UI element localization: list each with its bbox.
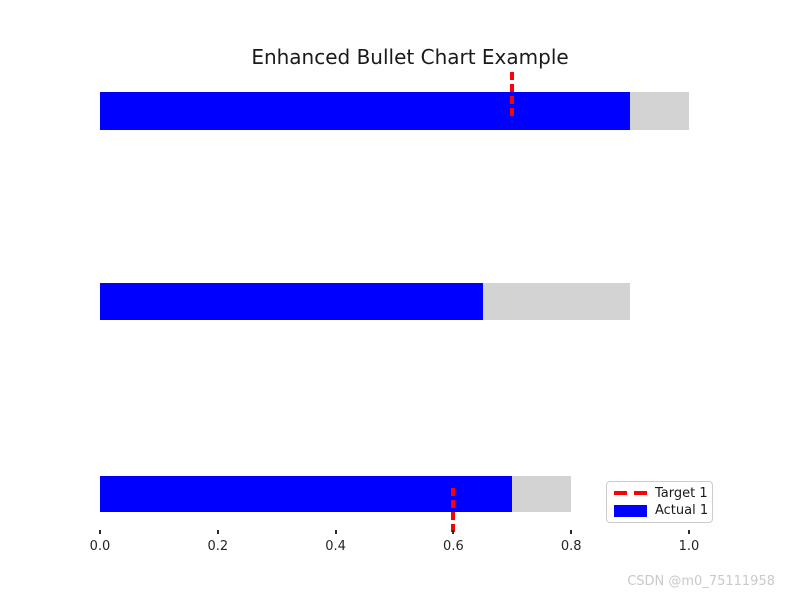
chart-title: Enhanced Bullet Chart Example bbox=[251, 45, 569, 69]
x-tick-mark bbox=[216, 530, 219, 534]
legend-entry-target: Target 1 bbox=[614, 485, 708, 502]
x-tick-mark bbox=[452, 530, 455, 534]
x-tick-mark bbox=[570, 530, 573, 534]
actual-bar-swatch bbox=[614, 504, 647, 517]
x-tick-label: 0.0 bbox=[89, 539, 111, 554]
x-tick-label: 0.8 bbox=[560, 539, 582, 554]
actual-bar bbox=[100, 476, 513, 512]
legend-entry-actual: Actual 1 bbox=[614, 502, 709, 519]
x-tick-label: 0.4 bbox=[325, 539, 346, 554]
x-tick-mark bbox=[99, 530, 101, 534]
x-tick-label: 0.2 bbox=[207, 539, 229, 554]
x-tick-label: 0.6 bbox=[443, 539, 464, 554]
watermark: CSDN @m0_75111958 bbox=[627, 574, 775, 589]
actual-bar bbox=[100, 283, 483, 320]
target-line bbox=[510, 72, 515, 118]
actual-bar bbox=[100, 92, 631, 130]
legend: Target 1 Actual 1 bbox=[606, 481, 713, 523]
x-tick-mark bbox=[334, 530, 337, 534]
legend-label-actual: Actual 1 bbox=[655, 503, 709, 519]
x-tick-mark bbox=[688, 530, 690, 534]
target-line bbox=[451, 488, 456, 535]
x-tick-label: 1.0 bbox=[678, 539, 700, 554]
target-dashed-line-sample bbox=[614, 491, 647, 496]
legend-label-target: Target 1 bbox=[655, 485, 708, 501]
